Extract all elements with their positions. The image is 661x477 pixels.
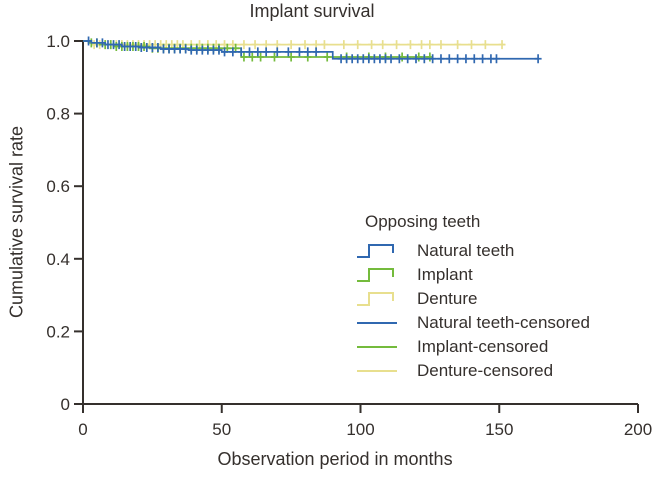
censor-mark bbox=[301, 40, 309, 50]
censor-mark bbox=[132, 41, 140, 51]
legend-item-denture-censored: Denture-censored bbox=[356, 359, 590, 383]
censor-mark bbox=[246, 47, 253, 57]
censor-mark bbox=[221, 47, 229, 57]
censor-mark bbox=[406, 40, 414, 50]
censor-mark bbox=[354, 40, 362, 50]
censor-mark bbox=[85, 36, 93, 46]
legend-item-label: Implant-censored bbox=[417, 337, 549, 356]
x-tick-label: 200 bbox=[624, 420, 652, 439]
legend-item-denture: Denture bbox=[356, 287, 590, 311]
censor-marks-natural-teeth bbox=[85, 36, 542, 64]
censor-mark bbox=[462, 54, 470, 64]
censor-mark bbox=[312, 47, 320, 57]
x-tick-label: 100 bbox=[346, 420, 374, 439]
censor-mark bbox=[287, 52, 295, 62]
censor-mark bbox=[412, 54, 420, 64]
legend: Opposing teeth Natural teeth Implant Den… bbox=[356, 212, 590, 383]
legend-symbol-line-denture-censored bbox=[357, 370, 397, 372]
censor-mark bbox=[468, 40, 475, 50]
censor-mark bbox=[420, 54, 428, 64]
censor-mark bbox=[248, 52, 256, 62]
step-glyph bbox=[357, 244, 394, 258]
legend-symbol-step-denture bbox=[357, 292, 394, 306]
y-tick-label: 1.0 bbox=[46, 32, 70, 51]
censor-mark bbox=[284, 47, 292, 57]
legend-item-label: Denture bbox=[417, 289, 478, 308]
y-tick-label: 0.2 bbox=[46, 322, 70, 341]
censor-mark bbox=[454, 40, 462, 50]
x-axis-label: Observation period in months bbox=[217, 449, 453, 469]
legend-symbol-line-implant-censored bbox=[357, 346, 397, 348]
step-glyph bbox=[357, 268, 394, 282]
censor-mark bbox=[270, 52, 278, 62]
censor-mark bbox=[454, 54, 462, 64]
censor-mark bbox=[534, 54, 542, 64]
censor-mark bbox=[426, 40, 434, 50]
legend-symbol-step-implant bbox=[357, 268, 394, 282]
legend-symbol-line-natural-teeth-censored bbox=[357, 322, 397, 324]
y-tick-label: 0.8 bbox=[46, 105, 70, 124]
legend-item-label: Implant bbox=[417, 265, 473, 284]
y-tick-label: 0 bbox=[61, 395, 70, 414]
censor-mark bbox=[418, 40, 426, 50]
censor-mark bbox=[257, 52, 265, 62]
legend-item-natural-teeth: Natural teeth bbox=[356, 239, 590, 263]
chart-title: Implant survival bbox=[249, 1, 375, 21]
censor-mark bbox=[98, 38, 106, 48]
censor-mark bbox=[429, 54, 437, 64]
y-tick-label: 0.6 bbox=[46, 177, 70, 196]
legend-item-label: Natural teeth bbox=[417, 241, 515, 260]
censor-mark bbox=[437, 40, 445, 50]
x-tick-label: 50 bbox=[212, 420, 231, 439]
x-tick-label: 150 bbox=[485, 420, 513, 439]
censor-mark bbox=[182, 44, 190, 54]
censor-mark bbox=[498, 40, 506, 50]
censor-mark bbox=[387, 54, 395, 64]
censor-mark bbox=[215, 45, 223, 55]
axes bbox=[74, 40, 639, 413]
censor-mark bbox=[437, 54, 445, 64]
censor-mark bbox=[320, 40, 328, 50]
censor-mark bbox=[251, 40, 259, 50]
legend-title: Opposing teeth bbox=[365, 212, 481, 231]
censor-mark bbox=[393, 40, 401, 50]
censor-mark bbox=[404, 54, 412, 64]
censor-mark bbox=[323, 52, 331, 62]
censor-mark bbox=[237, 47, 245, 57]
censor-mark bbox=[229, 47, 237, 57]
legend-item-natural-teeth-censored: Natural teeth-censored bbox=[356, 311, 590, 335]
legend-item-label: Natural teeth-censored bbox=[417, 313, 590, 332]
censor-mark bbox=[254, 47, 262, 57]
x-tick-label: 0 bbox=[78, 420, 87, 439]
censor-mark bbox=[368, 40, 376, 50]
censor-mark bbox=[287, 40, 295, 50]
legend-item-label: Denture-censored bbox=[417, 361, 554, 380]
censor-mark bbox=[240, 52, 248, 62]
censor-mark bbox=[240, 40, 248, 50]
censor-mark bbox=[262, 47, 270, 57]
step-glyph bbox=[357, 292, 394, 306]
censor-mark bbox=[481, 40, 489, 50]
censor-mark bbox=[492, 54, 500, 64]
censor-mark bbox=[479, 54, 487, 64]
series-line-natural-teeth bbox=[83, 40, 539, 60]
tick-labels: 0 0.2 0.4 0.6 0.8 1.0 0 50 100 150 200 bbox=[46, 32, 652, 439]
censor-mark bbox=[379, 40, 387, 50]
censor-mark bbox=[445, 54, 453, 64]
y-axis-label: Cumulative survival rate bbox=[6, 125, 27, 319]
censor-mark bbox=[340, 40, 348, 50]
legend-item-implant: Implant bbox=[356, 263, 590, 287]
censor-mark bbox=[273, 47, 281, 57]
y-tick-label: 0.4 bbox=[46, 250, 70, 269]
censor-mark bbox=[395, 54, 403, 64]
censor-mark bbox=[470, 54, 478, 64]
censor-mark bbox=[304, 47, 312, 57]
legend-item-implant-censored: Implant-censored bbox=[356, 335, 590, 359]
censor-mark bbox=[115, 40, 123, 50]
censor-mark bbox=[154, 43, 162, 53]
legend-symbol-step-natural-teeth bbox=[357, 244, 394, 258]
censor-mark bbox=[295, 47, 303, 57]
